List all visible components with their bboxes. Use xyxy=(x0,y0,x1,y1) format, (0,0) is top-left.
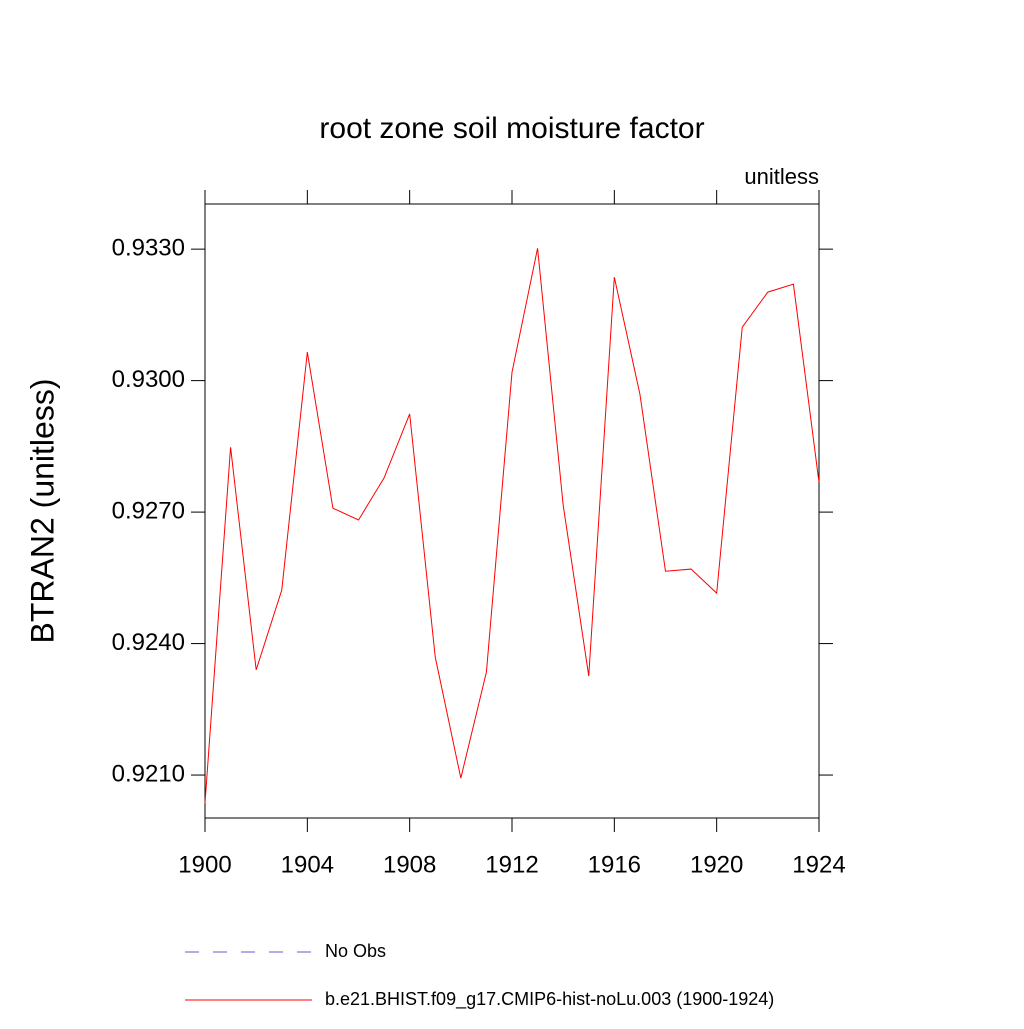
y-tick-label: 0.9300 xyxy=(112,366,185,393)
y-tick-label: 0.9210 xyxy=(112,760,185,787)
x-tick-label: 1908 xyxy=(383,851,436,878)
data-line xyxy=(204,248,820,804)
x-tick-label: 1920 xyxy=(690,851,743,878)
subtitle: unitless xyxy=(744,164,819,189)
y-tick-label: 0.9330 xyxy=(112,234,185,261)
x-tick-label: 1924 xyxy=(792,851,845,878)
x-tick-label: 1916 xyxy=(588,851,641,878)
plot-frame xyxy=(204,203,820,819)
y-tick-label: 0.9240 xyxy=(112,629,185,656)
chart-title: root zone soil moisture factor xyxy=(319,112,704,145)
x-tick-label: 1912 xyxy=(485,851,538,878)
legend-label: b.e21.BHIST.f09_g17.CMIP6-hist-noLu.003 … xyxy=(325,989,774,1010)
x-tick-label: 1904 xyxy=(281,851,334,878)
x-tick-label: 1900 xyxy=(178,851,231,878)
legend-label: No Obs xyxy=(325,941,386,961)
y-tick-label: 0.9270 xyxy=(112,497,185,524)
y-axis-label: BTRAN2 (unitless) xyxy=(24,379,60,644)
